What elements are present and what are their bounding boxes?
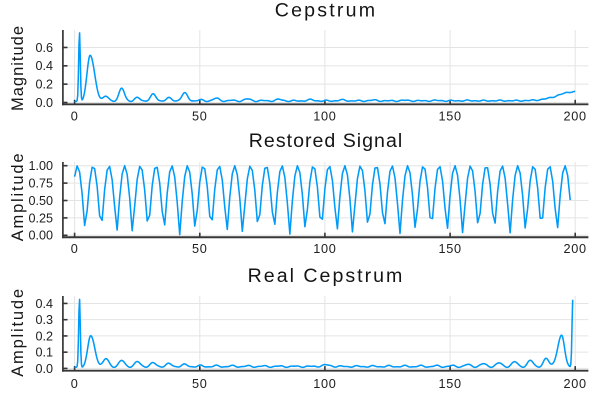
svg-text:100: 100 xyxy=(313,109,336,123)
svg-text:0.25: 0.25 xyxy=(28,211,53,225)
svg-text:Magnitude: Magnitude xyxy=(9,25,27,111)
svg-text:0.1: 0.1 xyxy=(35,346,53,360)
svg-text:200: 200 xyxy=(564,377,587,391)
svg-text:0.2: 0.2 xyxy=(35,78,53,92)
svg-text:Restored Signal: Restored Signal xyxy=(249,130,403,152)
svg-text:150: 150 xyxy=(438,377,461,391)
svg-text:Cepstrum: Cepstrum xyxy=(275,0,378,22)
svg-text:0.0: 0.0 xyxy=(35,96,53,110)
svg-text:0.75: 0.75 xyxy=(28,177,53,191)
svg-text:150: 150 xyxy=(438,242,461,256)
svg-text:Amplitude: Amplitude xyxy=(9,287,27,377)
svg-text:50: 50 xyxy=(192,109,208,123)
svg-text:1.00: 1.00 xyxy=(28,159,53,173)
svg-text:0.00: 0.00 xyxy=(28,229,53,243)
svg-text:0.50: 0.50 xyxy=(28,194,53,208)
svg-text:50: 50 xyxy=(192,377,208,391)
svg-text:150: 150 xyxy=(438,109,461,123)
svg-text:0: 0 xyxy=(71,377,79,391)
svg-text:0: 0 xyxy=(71,109,79,123)
svg-text:200: 200 xyxy=(564,242,587,256)
svg-text:0.2: 0.2 xyxy=(35,329,53,343)
svg-text:0.3: 0.3 xyxy=(35,313,53,327)
svg-text:Amplitude: Amplitude xyxy=(9,152,27,242)
svg-text:0.4: 0.4 xyxy=(35,59,53,73)
svg-text:50: 50 xyxy=(192,242,208,256)
svg-text:0.0: 0.0 xyxy=(35,362,53,376)
svg-text:0.4: 0.4 xyxy=(35,297,53,311)
svg-text:100: 100 xyxy=(313,377,336,391)
svg-text:100: 100 xyxy=(313,242,336,256)
svg-text:0: 0 xyxy=(71,242,79,256)
svg-text:Real Cepstrum: Real Cepstrum xyxy=(248,265,405,287)
svg-text:0.6: 0.6 xyxy=(35,41,53,55)
svg-text:200: 200 xyxy=(564,109,587,123)
